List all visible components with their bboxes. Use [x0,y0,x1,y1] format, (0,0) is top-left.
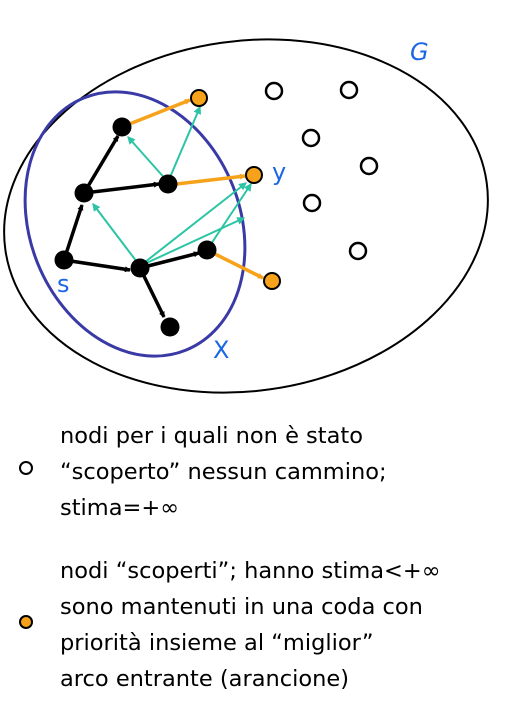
tree-arc [82,135,120,194]
discovered-node [245,166,263,184]
visited-node [112,117,132,137]
undiscovered-node [302,193,322,213]
teal-arc [167,105,202,183]
tree-arc [83,181,160,195]
visited-node [130,258,150,278]
teal-arc [92,203,141,267]
tree-arc [63,258,131,273]
graph-label: G [410,38,429,66]
legend-line: stima=+∞ [60,495,179,521]
tree-arc [139,251,200,270]
legend-line: arco entrante (arancione) [60,666,350,692]
best-arc [121,98,191,129]
undiscovered-node [264,81,284,101]
visited-node [158,174,178,194]
set-x-outline [23,90,247,358]
legend-line: “scoperto” nessun cammino; [60,459,387,485]
undiscovered-node [348,241,368,261]
legend-line: nodi per i quali non è stato [60,423,363,449]
undiscovered-node [301,128,321,148]
legend-line: priorità insieme al “miglior” [60,630,374,656]
visited-node [54,250,74,270]
tree-arc [62,204,84,261]
orange-circle-icon [19,615,33,629]
visited-node [160,317,180,337]
teal-arc [206,183,252,251]
undiscovered-node [339,80,359,100]
node-y-label: y [272,158,286,186]
teal-arc [127,136,169,183]
visited-node [197,240,217,260]
discovered-node [190,89,208,107]
best-arc [206,248,264,280]
legend-discovered: nodi “scoperti”; hanno stima<+∞ sono man… [0,553,507,703]
graph-outline [3,38,489,394]
teal-arc [139,182,247,267]
source-label: s [57,270,70,298]
hollow-circle-icon [19,461,33,475]
visited-node [74,183,94,203]
teal-arc [139,217,246,267]
legend-discovered-text: nodi “scoperti”; hanno stima<+∞ sono man… [60,553,497,697]
legend-undiscovered: nodi per i quali non è stato “scoperto” … [0,418,507,536]
discovered-node [263,272,281,290]
legend-line: nodi “scoperti”; hanno stima<+∞ [60,558,441,584]
undiscovered-node [359,156,379,176]
graph-diagram: G X s y [3,38,489,394]
set-x-label: X [213,336,229,364]
legend-line: sono mantenuti in una coda con [60,594,423,620]
legend-undiscovered-text: nodi per i quali non è stato “scoperto” … [60,418,497,526]
best-arc [167,173,246,187]
